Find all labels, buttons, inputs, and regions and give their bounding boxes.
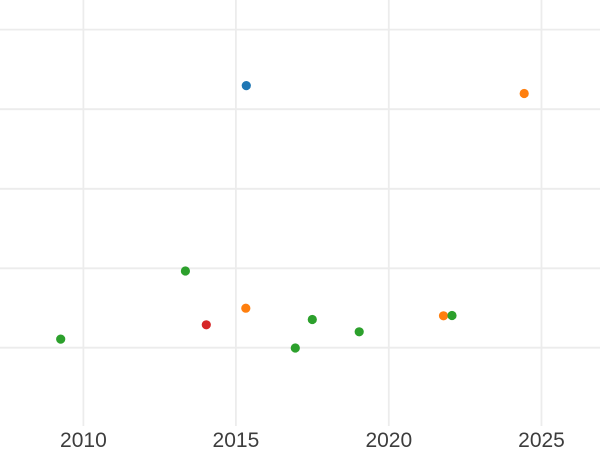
svg-text:2010: 2010 [60,429,107,450]
svg-text:2020: 2020 [365,429,412,450]
svg-text:2025: 2025 [518,429,565,450]
svg-text:2015: 2015 [213,429,260,450]
